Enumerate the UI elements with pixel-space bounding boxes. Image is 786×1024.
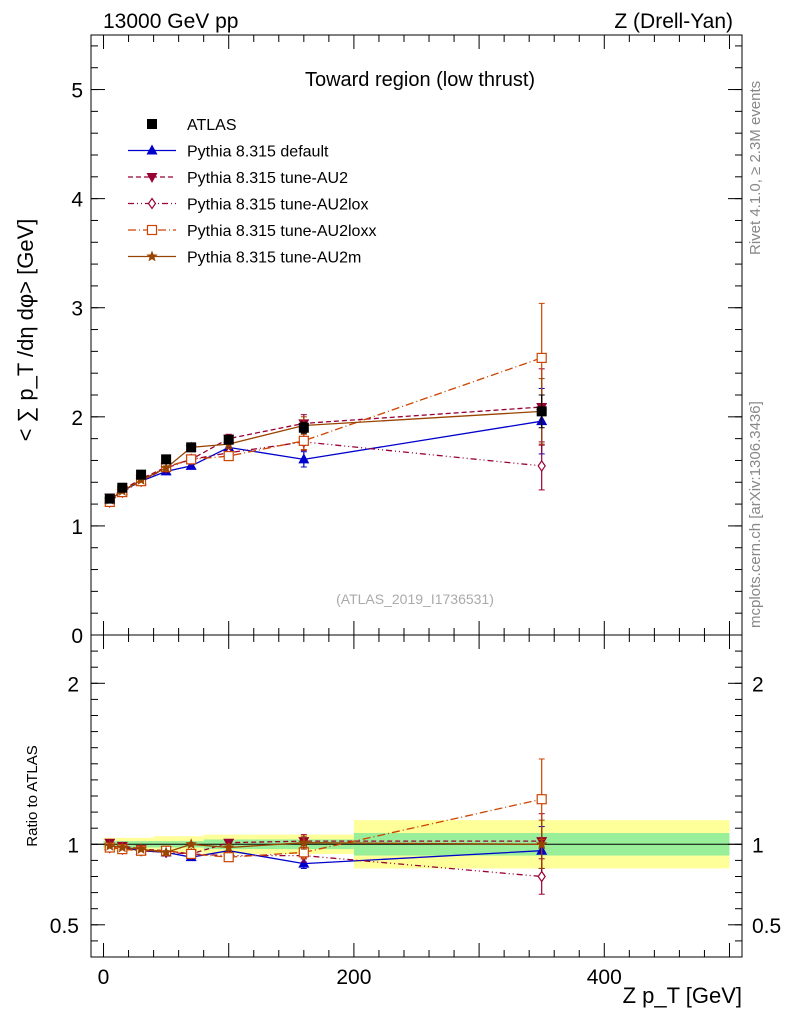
ratio-ytick-label-right: 2 bbox=[752, 673, 764, 696]
legend-label: Pythia 8.315 tune-AU2m bbox=[187, 250, 361, 267]
main-ytick-label: 4 bbox=[71, 189, 83, 212]
data-point bbox=[298, 453, 310, 464]
ratio-ytick-label: 2 bbox=[67, 673, 79, 696]
ratio-point bbox=[104, 839, 116, 851]
series-atlas bbox=[104, 394, 547, 504]
legend-label: ATLAS bbox=[187, 117, 237, 134]
analysis-label: (ATLAS_2019_I1736531) bbox=[336, 591, 494, 607]
ratio-ytick-label-right: 1 bbox=[752, 834, 764, 857]
legend-marker bbox=[147, 197, 157, 210]
data-point bbox=[186, 442, 197, 453]
legend-item: Pythia 8.315 default bbox=[128, 144, 329, 161]
data-point bbox=[298, 422, 309, 433]
main-ytick-label: 1 bbox=[71, 516, 83, 539]
ratio-point bbox=[536, 794, 547, 805]
rivet-label: Rivet 4.1.0, ≥ 2.3M events bbox=[747, 81, 764, 255]
ratio-point bbox=[135, 843, 147, 854]
ratio-ytick-label: 1 bbox=[67, 834, 79, 857]
main-ytick-label: 5 bbox=[71, 80, 83, 103]
ratio-series bbox=[104, 758, 548, 895]
data-point bbox=[536, 406, 547, 417]
data-point bbox=[536, 352, 547, 364]
ratio-point bbox=[185, 838, 197, 850]
ratio-point bbox=[186, 848, 197, 860]
data-point bbox=[223, 450, 234, 462]
data-point bbox=[136, 469, 147, 480]
series-line bbox=[109, 357, 542, 503]
main-title: Toward region (low thrust) bbox=[305, 69, 535, 91]
main-ytick-label: 0 bbox=[71, 625, 83, 648]
legend-item: ATLAS bbox=[147, 117, 237, 134]
legend-label: Pythia 8.315 tune-AU2 bbox=[187, 170, 348, 187]
ratio-xtick-label: 400 bbox=[587, 966, 622, 989]
main-ticks: 0 1 2 3 4 5 bbox=[71, 35, 742, 648]
data-point bbox=[298, 435, 309, 446]
legend-item: Pythia 8.315 tune-AU2loxx bbox=[128, 223, 376, 240]
legend-marker bbox=[146, 224, 158, 236]
ratio-xtick-label: 0 bbox=[98, 966, 110, 989]
mcplots-label: mcplots.cern.ch [arXiv:1306.3436] bbox=[747, 401, 764, 628]
main-ytick-label: 3 bbox=[71, 298, 83, 321]
legend-marker bbox=[146, 144, 158, 155]
series-pythia-8-315-tune-au2 bbox=[104, 368, 548, 504]
ratio-point bbox=[160, 846, 172, 858]
x-axis-label: Z p_T [GeV] bbox=[623, 983, 742, 1008]
main-panel: 0 1 2 3 4 5 Toward region (low thrust) (ATLAS… bbox=[13, 34, 743, 648]
series-line bbox=[109, 406, 542, 499]
ratio-panel: 0.5 0.5 1 1 2 2 0 200 400 Ratio to ATLAS Z p_T [… bbox=[24, 634, 781, 1008]
data-point bbox=[160, 462, 172, 473]
data-point bbox=[537, 459, 546, 472]
legend-marker bbox=[146, 173, 158, 183]
ratio-point bbox=[223, 841, 235, 853]
legend-marker bbox=[147, 119, 157, 129]
ratio-ytick-label: 0.5 bbox=[50, 915, 79, 938]
ratio-point bbox=[537, 870, 546, 883]
ratio-xtick-label: 200 bbox=[336, 966, 371, 989]
ratio-point bbox=[298, 857, 310, 868]
series-pythia-8-315-tune-au2loxx bbox=[104, 302, 547, 508]
main-ytick-label: 2 bbox=[71, 407, 83, 430]
series-pythia-8-315-default bbox=[104, 387, 548, 504]
ratio-point bbox=[536, 838, 548, 850]
ratio-point bbox=[298, 836, 310, 848]
main-ylabel-text: < ∑ p_T /dη dφ> [GeV] bbox=[13, 219, 38, 442]
data-point bbox=[186, 454, 197, 465]
header-left: 13000 GeV pp bbox=[103, 10, 238, 33]
ratio-point bbox=[116, 841, 128, 853]
ratio-frame bbox=[90, 634, 743, 958]
legend-item: Pythia 8.315 tune-AU2 bbox=[128, 170, 348, 187]
data-point bbox=[223, 434, 234, 445]
data-point bbox=[117, 482, 128, 493]
ratio-ylabel: Ratio to ATLAS bbox=[24, 745, 41, 846]
legend: ATLAS Pythia 8.315 default Pythia 8.315 tu… bbox=[128, 117, 376, 267]
ratio-ytick-label-right: 0.5 bbox=[752, 915, 781, 938]
data-point bbox=[161, 454, 172, 465]
series-pythia-8-315-tune-au2m bbox=[104, 378, 548, 505]
legend-label: Pythia 8.315 tune-AU2loxx bbox=[187, 223, 376, 240]
legend-label: Pythia 8.315 tune-AU2lox bbox=[187, 197, 368, 214]
main-ylabel: < ∑ p_T /dη dφ> [GeV] bbox=[13, 219, 38, 442]
ratio-point bbox=[223, 852, 234, 863]
legend-item: Pythia 8.315 tune-AU2m bbox=[128, 250, 361, 267]
ratio-line bbox=[109, 846, 542, 878]
main-series bbox=[104, 302, 548, 508]
data-point bbox=[104, 493, 115, 504]
legend-marker bbox=[146, 250, 158, 262]
series-line bbox=[109, 441, 542, 503]
header-right: Z (Drell-Yan) bbox=[614, 10, 733, 33]
legend-label: Pythia 8.315 default bbox=[187, 144, 329, 161]
ratio-ticks: 0.5 0.5 1 1 2 2 0 200 400 bbox=[50, 635, 781, 989]
legend-item: Pythia 8.315 tune-AU2lox bbox=[128, 197, 368, 214]
ratio-series-pythia-8-315-tune-au2m bbox=[104, 819, 548, 869]
